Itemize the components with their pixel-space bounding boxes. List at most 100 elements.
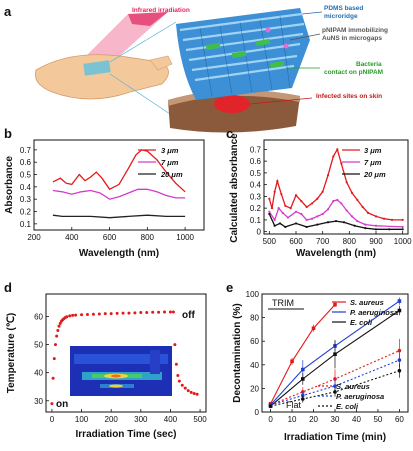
x-axis-label-c: Wavelength (nm) <box>296 248 376 259</box>
data-point <box>316 197 319 200</box>
x-tick-label: 600 <box>103 233 117 242</box>
data-point <box>364 223 367 226</box>
label-infrared: Infrared irradiation <box>132 7 190 14</box>
y-tick-label: 0.3 <box>20 195 32 204</box>
data-point <box>345 209 348 212</box>
panel-label-d: d <box>4 280 12 295</box>
data-point <box>289 207 292 210</box>
data-point <box>333 352 337 356</box>
panel-c: c 500 600 700 800 900 1000 0 0.1 0.2 0.3 0.4 0.5 0.6… <box>226 126 412 259</box>
data-point <box>388 228 391 231</box>
y-tick-label: 30 <box>34 397 43 406</box>
annotation-off: off <box>182 310 195 321</box>
label-pdms-line1: PDMS based <box>324 5 363 12</box>
y-tick-label: 0.1 <box>250 216 262 225</box>
x-axis-label-e: Irradiation Time (min) <box>284 432 386 443</box>
data-point <box>294 194 298 197</box>
x-tick-label: 400 <box>164 415 178 424</box>
data-point <box>277 207 280 210</box>
label-infected: Infected sites on skin <box>316 93 382 100</box>
data-point <box>300 367 305 372</box>
legend-entry: S. aureus <box>336 382 370 391</box>
data-point <box>56 329 60 333</box>
zoom-line-bottom <box>109 73 177 119</box>
data-point <box>273 224 276 227</box>
legend-entry: E. coli <box>336 402 359 411</box>
data-point <box>109 312 113 316</box>
data-point <box>334 219 338 223</box>
data-point <box>326 221 330 224</box>
x-tick-label: 0 <box>268 415 273 424</box>
series-line <box>268 199 403 228</box>
pointer-infected <box>249 97 313 105</box>
infrared-source <box>128 12 168 26</box>
axis-ticks-c: 500 600 700 800 900 1000 0 0.1 0.2 0.3 0.4 0.5 0.6 0.… <box>250 145 412 246</box>
data-point <box>51 376 55 380</box>
data-point <box>268 212 271 216</box>
series-line <box>268 147 403 221</box>
data-point <box>310 202 314 205</box>
y-tick-label: 40 <box>250 361 259 370</box>
data-point <box>270 207 274 210</box>
data-point <box>284 204 287 207</box>
data-point <box>333 377 337 381</box>
data-point <box>157 310 161 314</box>
y-tick-label: 80 <box>250 314 259 323</box>
data-point <box>284 225 287 229</box>
data-point <box>174 362 178 366</box>
data-point <box>71 313 75 317</box>
data-point <box>374 228 378 231</box>
legend-entry: 7 μm <box>364 158 382 167</box>
data-point <box>310 217 314 220</box>
legend-entry: 20 μm <box>160 170 183 179</box>
data-point <box>183 386 187 390</box>
data-point <box>168 310 172 314</box>
data-point <box>332 155 335 158</box>
y-tick-label: 0.1 <box>20 220 32 229</box>
data-point <box>333 390 337 394</box>
data-point <box>316 215 319 218</box>
y-tick-label: 100 <box>246 290 260 299</box>
series-line <box>270 359 400 406</box>
data-point <box>356 198 359 202</box>
data-point <box>281 211 284 214</box>
y-tick-label: 0 <box>255 408 260 417</box>
data-point <box>340 162 343 165</box>
data-point <box>180 383 184 387</box>
y-tick-label: 0.4 <box>250 181 262 190</box>
group-label-flat: Flat <box>286 400 302 410</box>
y-tick-label: 60 <box>250 337 259 346</box>
data-point <box>390 218 394 221</box>
data-point <box>300 212 303 216</box>
data-point <box>68 314 72 318</box>
data-point <box>401 225 404 229</box>
y-tick-label: 0.3 <box>250 192 262 201</box>
legend-entry: 7 μm <box>161 158 179 167</box>
legend-entry: E. coli <box>350 318 373 327</box>
data-point <box>278 222 282 225</box>
plot-frame-b <box>33 139 205 231</box>
data-point <box>356 219 359 223</box>
data-point <box>361 205 364 209</box>
panel-label-a: a <box>4 4 12 19</box>
data-point <box>305 218 308 221</box>
data-point <box>305 225 308 229</box>
data-point <box>336 198 339 202</box>
x-tick-label: 600 <box>289 237 303 246</box>
legend-entry: P. aeruginosa <box>336 392 384 401</box>
x-tick-label: 200 <box>105 415 119 424</box>
data-point <box>80 313 84 317</box>
x-tick-label: 300 <box>134 415 148 424</box>
data-point <box>268 404 273 408</box>
panel-e: e 0 10 20 30 40 50 60 0 20 40 60 80 100 TRIM Flat S.… <box>226 280 409 443</box>
data-point <box>321 212 324 216</box>
axis-ticks-e: 0 10 20 30 40 50 60 0 20 40 60 80 100 <box>246 290 405 424</box>
series-line <box>270 304 336 404</box>
x-tick-label: 500 <box>193 415 207 424</box>
data-point <box>276 180 279 183</box>
group-label-trim: TRIM <box>272 298 294 308</box>
x-tick-label: 0 <box>50 415 55 424</box>
series-line <box>52 149 186 193</box>
data-point <box>121 311 125 315</box>
plot-frame-d <box>45 293 207 413</box>
